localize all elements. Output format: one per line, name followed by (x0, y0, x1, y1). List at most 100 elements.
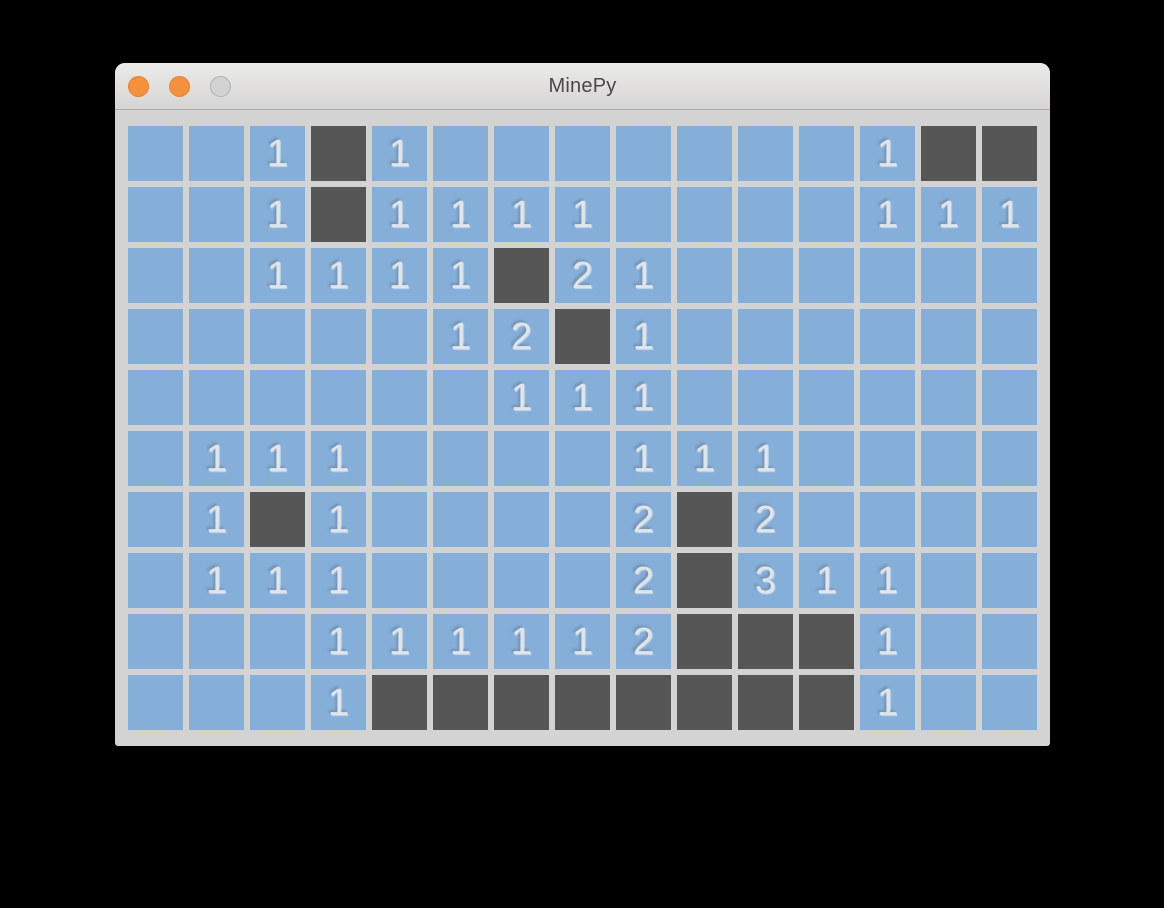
cell-r8-c10[interactable] (677, 553, 732, 608)
cell-r1-c3[interactable]: 1 (250, 126, 305, 181)
cell-r3-c2[interactable] (189, 248, 244, 303)
cell-r7-c13[interactable] (860, 492, 915, 547)
cell-r2-c10[interactable] (677, 187, 732, 242)
cell-r9-c5[interactable]: 1 (372, 614, 427, 669)
cell-r8-c12[interactable]: 1 (799, 553, 854, 608)
cell-r8-c2[interactable]: 1 (189, 553, 244, 608)
cell-r5-c4[interactable] (311, 370, 366, 425)
cell-r7-c12[interactable] (799, 492, 854, 547)
cell-r8-c1[interactable] (128, 553, 183, 608)
cell-r7-c9[interactable]: 2 (616, 492, 671, 547)
cell-r2-c8[interactable]: 1 (555, 187, 610, 242)
cell-r5-c6[interactable] (433, 370, 488, 425)
cell-r1-c12[interactable] (799, 126, 854, 181)
cell-r4-c13[interactable] (860, 309, 915, 364)
cell-r6-c6[interactable] (433, 431, 488, 486)
cell-r10-c7[interactable] (494, 675, 549, 730)
cell-r8-c7[interactable] (494, 553, 549, 608)
cell-r3-c11[interactable] (738, 248, 793, 303)
cell-r4-c9[interactable]: 1 (616, 309, 671, 364)
cell-r3-c15[interactable] (982, 248, 1037, 303)
cell-r4-c11[interactable] (738, 309, 793, 364)
cell-r4-c1[interactable] (128, 309, 183, 364)
cell-r4-c6[interactable]: 1 (433, 309, 488, 364)
cell-r2-c5[interactable]: 1 (372, 187, 427, 242)
cell-r3-c3[interactable]: 1 (250, 248, 305, 303)
cell-r2-c11[interactable] (738, 187, 793, 242)
cell-r6-c15[interactable] (982, 431, 1037, 486)
cell-r10-c1[interactable] (128, 675, 183, 730)
cell-r1-c13[interactable]: 1 (860, 126, 915, 181)
cell-r10-c2[interactable] (189, 675, 244, 730)
cell-r10-c6[interactable] (433, 675, 488, 730)
cell-r1-c11[interactable] (738, 126, 793, 181)
cell-r2-c6[interactable]: 1 (433, 187, 488, 242)
cell-r1-c8[interactable] (555, 126, 610, 181)
cell-r3-c14[interactable] (921, 248, 976, 303)
cell-r1-c9[interactable] (616, 126, 671, 181)
cell-r8-c4[interactable]: 1 (311, 553, 366, 608)
cell-r8-c3[interactable]: 1 (250, 553, 305, 608)
cell-r10-c10[interactable] (677, 675, 732, 730)
cell-r4-c4[interactable] (311, 309, 366, 364)
cell-r5-c2[interactable] (189, 370, 244, 425)
cell-r10-c15[interactable] (982, 675, 1037, 730)
cell-r5-c9[interactable]: 1 (616, 370, 671, 425)
cell-r6-c7[interactable] (494, 431, 549, 486)
cell-r3-c9[interactable]: 1 (616, 248, 671, 303)
cell-r1-c7[interactable] (494, 126, 549, 181)
cell-r4-c12[interactable] (799, 309, 854, 364)
cell-r2-c12[interactable] (799, 187, 854, 242)
cell-r2-c2[interactable] (189, 187, 244, 242)
cell-r8-c6[interactable] (433, 553, 488, 608)
cell-r1-c15[interactable] (982, 126, 1037, 181)
cell-r8-c9[interactable]: 2 (616, 553, 671, 608)
cell-r10-c4[interactable]: 1 (311, 675, 366, 730)
cell-r9-c2[interactable] (189, 614, 244, 669)
close-button[interactable] (128, 75, 149, 97)
cell-r1-c14[interactable] (921, 126, 976, 181)
cell-r9-c14[interactable] (921, 614, 976, 669)
cell-r6-c5[interactable] (372, 431, 427, 486)
cell-r2-c14[interactable]: 1 (921, 187, 976, 242)
cell-r9-c4[interactable]: 1 (311, 614, 366, 669)
cell-r10-c3[interactable] (250, 675, 305, 730)
cell-r9-c9[interactable]: 2 (616, 614, 671, 669)
cell-r5-c7[interactable]: 1 (494, 370, 549, 425)
cell-r9-c1[interactable] (128, 614, 183, 669)
cell-r6-c2[interactable]: 1 (189, 431, 244, 486)
cell-r7-c2[interactable]: 1 (189, 492, 244, 547)
cell-r9-c15[interactable] (982, 614, 1037, 669)
cell-r3-c13[interactable] (860, 248, 915, 303)
cell-r4-c2[interactable] (189, 309, 244, 364)
cell-r7-c15[interactable] (982, 492, 1037, 547)
cell-r9-c12[interactable] (799, 614, 854, 669)
window-titlebar[interactable]: MinePy (115, 63, 1050, 110)
cell-r7-c5[interactable] (372, 492, 427, 547)
cell-r1-c10[interactable] (677, 126, 732, 181)
cell-r4-c7[interactable]: 2 (494, 309, 549, 364)
cell-r1-c2[interactable] (189, 126, 244, 181)
cell-r2-c4[interactable] (311, 187, 366, 242)
cell-r5-c13[interactable] (860, 370, 915, 425)
cell-r4-c15[interactable] (982, 309, 1037, 364)
cell-r6-c14[interactable] (921, 431, 976, 486)
cell-r5-c8[interactable]: 1 (555, 370, 610, 425)
cell-r10-c11[interactable] (738, 675, 793, 730)
cell-r1-c1[interactable] (128, 126, 183, 181)
cell-r1-c4[interactable] (311, 126, 366, 181)
cell-r7-c14[interactable] (921, 492, 976, 547)
cell-r5-c1[interactable] (128, 370, 183, 425)
cell-r5-c5[interactable] (372, 370, 427, 425)
cell-r8-c13[interactable]: 1 (860, 553, 915, 608)
cell-r5-c14[interactable] (921, 370, 976, 425)
cell-r10-c8[interactable] (555, 675, 610, 730)
cell-r2-c1[interactable] (128, 187, 183, 242)
cell-r5-c11[interactable] (738, 370, 793, 425)
minimize-button[interactable] (169, 75, 190, 97)
cell-r2-c3[interactable]: 1 (250, 187, 305, 242)
cell-r6-c13[interactable] (860, 431, 915, 486)
cell-r3-c8[interactable]: 2 (555, 248, 610, 303)
cell-r4-c5[interactable] (372, 309, 427, 364)
cell-r10-c13[interactable]: 1 (860, 675, 915, 730)
